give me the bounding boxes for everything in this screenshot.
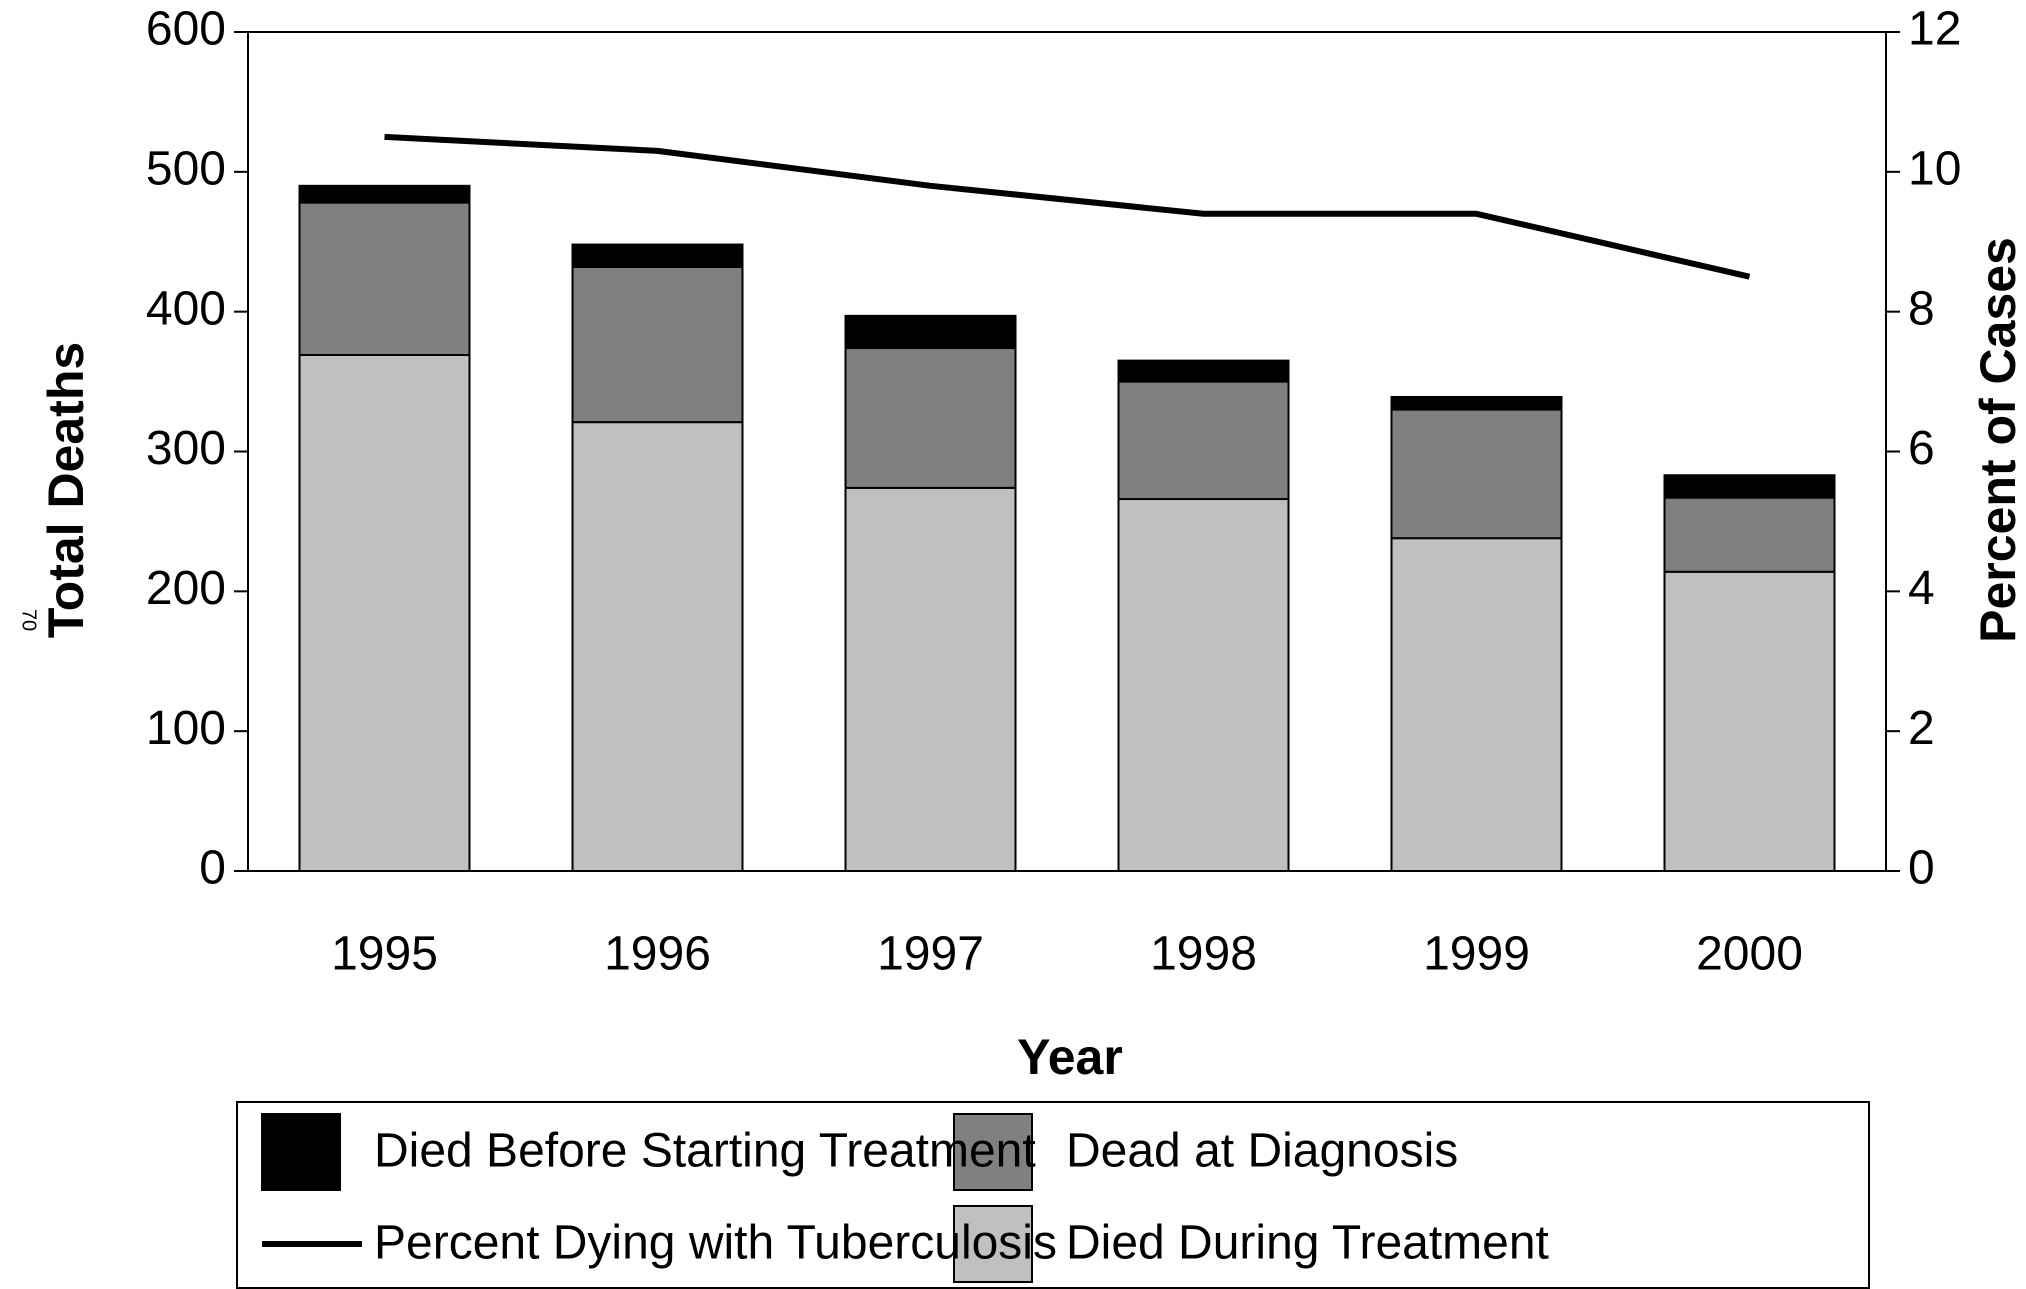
bar-segment <box>844 486 1017 872</box>
legend-box <box>236 1101 1870 1289</box>
y2-axis-title: Percent of Cases <box>1970 237 2026 643</box>
x-tick-label: 2000 <box>1696 928 1803 981</box>
x-tick-label: 1995 <box>331 928 438 981</box>
x-tick-label: 1997 <box>877 928 984 981</box>
bar-segment <box>571 265 744 424</box>
legend-swatch <box>953 1113 1033 1191</box>
line-series <box>384 133 1751 280</box>
legend-label: Died Before Starting Treatment <box>374 1125 1036 1178</box>
y-tick-label: 500 <box>146 143 226 196</box>
y-tick-label: 0 <box>199 842 226 895</box>
x-tick-label: 1998 <box>1150 928 1257 981</box>
legend-label: Died During Treatment <box>1066 1217 1549 1270</box>
bar-segment <box>571 421 744 872</box>
bar-segment <box>1390 395 1563 411</box>
bar-segment <box>844 347 1017 489</box>
y-tick-label: 100 <box>146 702 226 755</box>
legend-swatch <box>953 1205 1033 1283</box>
y2-tick-label: 2 <box>1908 702 1935 755</box>
y-tick-label: 400 <box>146 282 226 335</box>
bar-segment <box>844 314 1017 350</box>
bar-segment <box>1663 496 1836 573</box>
bar-segment <box>1117 359 1290 383</box>
y2-tick-label: 8 <box>1908 282 1935 335</box>
x-tick-label: 1999 <box>1423 928 1530 981</box>
bar-segment <box>1117 380 1290 501</box>
legend-label: Percent Dying with Tuberculosis <box>374 1217 1057 1270</box>
bar-segment <box>571 243 744 268</box>
y2-tick-label: 10 <box>1908 143 1961 196</box>
y2-tick-label: 4 <box>1908 562 1935 615</box>
x-axis-title: Year <box>1017 1029 1123 1085</box>
bar-segment <box>1117 498 1290 872</box>
y-axis-title: Total Deaths <box>38 342 94 638</box>
bar-segment <box>1663 570 1836 872</box>
y2-tick-label: 0 <box>1908 842 1935 895</box>
bar-segment <box>298 201 471 357</box>
x-tick-label: 1996 <box>604 928 711 981</box>
bar-segment <box>298 184 471 204</box>
legend-swatch <box>261 1113 341 1191</box>
y2-tick-label: 12 <box>1908 3 1961 56</box>
bar-segment <box>1390 537 1563 872</box>
bar-segment <box>298 354 471 872</box>
legend-label: Dead at Diagnosis <box>1066 1125 1458 1178</box>
y-tick-label: 600 <box>146 3 226 56</box>
page-number: 70 <box>18 609 40 631</box>
bar-segment <box>1390 408 1563 540</box>
y-tick-label: 300 <box>146 422 226 475</box>
y-tick-label: 200 <box>146 562 226 615</box>
bar-segment <box>1663 474 1836 499</box>
y2-tick-label: 6 <box>1908 422 1935 475</box>
